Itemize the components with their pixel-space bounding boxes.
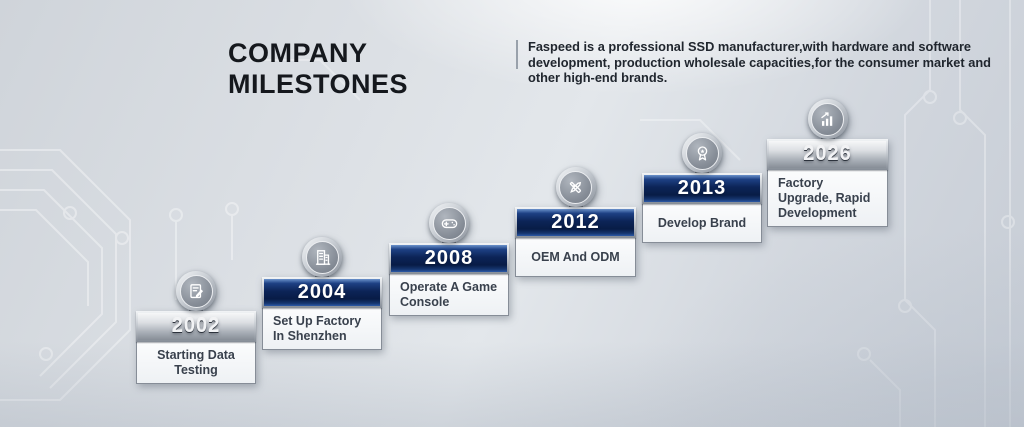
milestone-description: Factory Upgrade, Rapid Development <box>767 170 888 227</box>
milestone-year: 2002 <box>171 315 221 337</box>
description-line-1: Faspeed is a professional SSD manufactur… <box>528 39 972 70</box>
factory-building-icon <box>305 240 339 274</box>
company-description: Faspeed is a professional SSD manufactur… <box>528 39 1020 86</box>
milestone-year: 2026 <box>803 143 852 165</box>
year-banner: 2002 <box>136 311 256 342</box>
milestone-description: Starting Data Testing <box>136 342 256 384</box>
milestone-card-2013: 2013 Develop Brand <box>642 133 762 243</box>
page-title: COMPANY MILESTONES <box>228 38 409 99</box>
growth-chart-icon <box>811 102 844 136</box>
milestone-card-2012: 2012 OEM And ODM <box>515 167 636 277</box>
milestone-description: Operate A Game Console <box>389 274 509 316</box>
milestone-description: Develop Brand <box>642 204 762 243</box>
milestone-medal <box>176 271 216 311</box>
milestone-card-2004: 2004 Set Up Factory In Shenzhen <box>262 237 382 350</box>
milestone-card-2026: 2026 Factory Upgrade, Rapid Development <box>767 99 888 227</box>
milestone-medal <box>555 167 596 207</box>
description-line-2: production wholesale capacities,for the … <box>528 54 991 86</box>
game-controller-icon <box>432 206 466 240</box>
milestone-description: OEM And ODM <box>515 238 636 277</box>
milestone-medal <box>302 237 342 277</box>
year-banner: 2026 <box>767 139 888 170</box>
milestone-year: 2012 <box>551 211 600 233</box>
milestone-year: 2008 <box>424 247 474 269</box>
title-divider <box>516 40 518 69</box>
year-banner: 2013 <box>642 173 762 204</box>
milestone-card-2008: 2008 Operate A Game Console <box>389 203 509 316</box>
year-banner: 2012 <box>515 207 636 238</box>
crossed-tools-icon <box>559 170 592 204</box>
document-edit-icon <box>179 274 213 308</box>
year-banner: 2004 <box>262 277 382 308</box>
year-banner: 2008 <box>389 243 509 274</box>
milestone-medal <box>682 133 722 173</box>
milestone-year: 2013 <box>677 177 727 199</box>
milestone-year: 2004 <box>297 281 347 303</box>
award-medal-icon <box>685 136 719 170</box>
milestone-description: Set Up Factory In Shenzhen <box>262 308 382 350</box>
milestone-medal <box>429 203 469 243</box>
milestone-card-2002: 2002 Starting Data Testing <box>136 271 256 384</box>
milestone-medal <box>807 99 848 139</box>
